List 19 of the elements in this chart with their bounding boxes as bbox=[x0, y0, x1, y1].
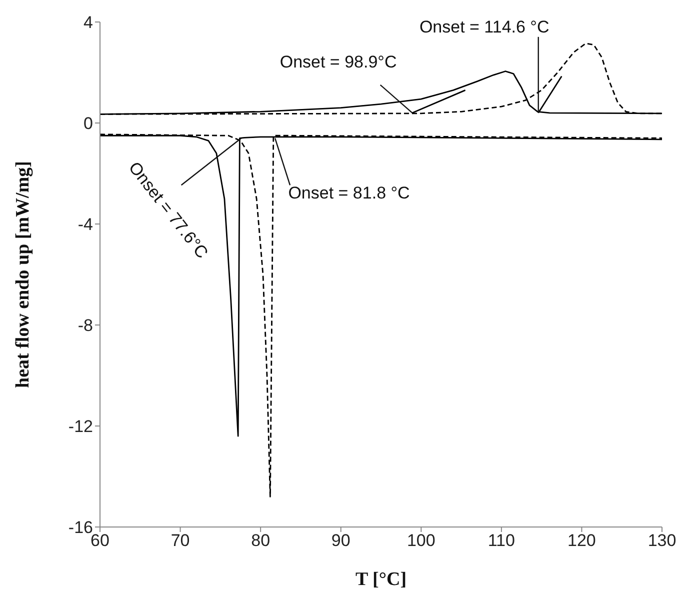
x-tick-label: 130 bbox=[648, 531, 676, 550]
annotation: Onset = 98.9°C bbox=[280, 52, 397, 72]
x-tick-label: 110 bbox=[488, 531, 515, 550]
annotation: Onset = 114.6 °C bbox=[419, 17, 550, 36]
x-tick-label: 70 bbox=[170, 531, 190, 550]
y-tick-label: -12 bbox=[68, 417, 93, 436]
x-tick-label: 100 bbox=[406, 531, 436, 550]
x-tick-label: 60 bbox=[90, 531, 110, 550]
x-tick-label: 120 bbox=[568, 531, 596, 550]
x-tick-label: 90 bbox=[331, 531, 350, 550]
y-tick-label: 0 bbox=[84, 114, 93, 134]
y-tick-label: 4 bbox=[84, 13, 93, 32]
x-tick-label: 80 bbox=[251, 531, 270, 550]
annotation: Onset = 81.8 °C bbox=[288, 184, 410, 203]
y-tick-label: -16 bbox=[68, 518, 93, 538]
y-tick-label: -8 bbox=[78, 316, 93, 336]
y-axis-title: heat flow endo up [mW/mg] bbox=[12, 161, 34, 388]
x-axis-title: T [°C] bbox=[355, 569, 407, 590]
y-tick-label: -4 bbox=[78, 215, 93, 234]
